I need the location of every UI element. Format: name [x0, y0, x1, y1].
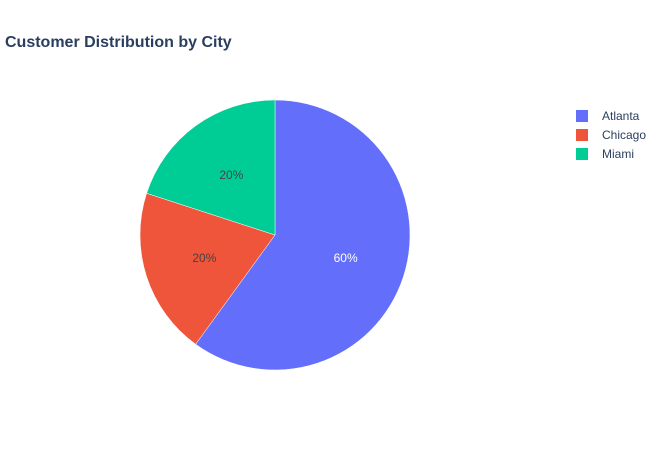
- legend-swatch: [576, 147, 588, 160]
- legend-label: Atlanta: [602, 108, 640, 123]
- legend-label: Chicago: [602, 127, 647, 142]
- pie-slice-chicago[interactable]: [139, 192, 276, 345]
- legend-label: Miami: [602, 146, 634, 161]
- legend-swatch: [576, 109, 588, 122]
- slice-label-chicago: 20%: [192, 251, 216, 265]
- pie-slice-miami[interactable]: [146, 99, 276, 236]
- slice-label-miami: 20%: [219, 168, 243, 182]
- chart-title: Customer Distribution by City: [5, 34, 232, 51]
- legend-item-miami[interactable]: Miami: [576, 144, 646, 163]
- legend: Atlanta Chicago Miami: [576, 106, 646, 163]
- pie-slice-atlanta[interactable]: [195, 99, 411, 371]
- legend-swatch: [576, 128, 588, 141]
- legend-item-chicago[interactable]: Chicago: [576, 125, 646, 144]
- legend-item-atlanta[interactable]: Atlanta: [576, 106, 646, 125]
- slice-label-atlanta: 60%: [334, 251, 358, 265]
